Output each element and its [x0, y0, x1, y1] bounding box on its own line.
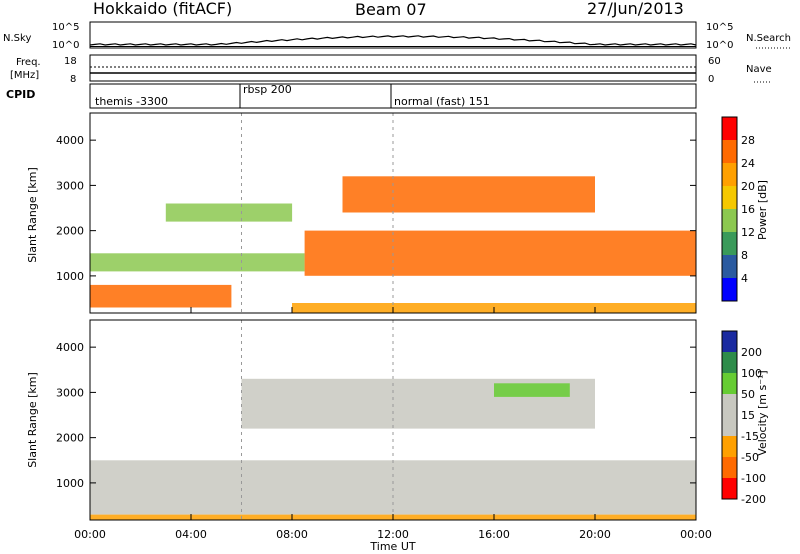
xtick-label: 16:00 — [478, 528, 510, 541]
nsearch-tick-bottom: 10^0 — [706, 40, 733, 51]
colorbar-tick: 28 — [741, 134, 755, 147]
heatmap-band — [165, 203, 293, 222]
freq-tick-bottom: 8 — [70, 74, 76, 85]
power-ylabel: Slant Range [km] — [26, 167, 39, 263]
power-colorbar: 28 24 20 16 12 8 4 — [721, 116, 755, 302]
colorbar-frame — [721, 116, 738, 302]
xtick-label: 20:00 — [579, 528, 611, 541]
colorbar-swatch — [722, 140, 737, 163]
ytick-label: 3000 — [56, 179, 84, 192]
colorbar-tick: -200 — [741, 493, 766, 506]
colorbar-tick: -100 — [741, 472, 766, 485]
nsky-trace — [89, 35, 697, 46]
colorbar-swatch — [722, 331, 737, 352]
colorbar-swatch — [722, 117, 737, 140]
freq-panel-frame — [89, 54, 697, 82]
velocity-colorbar-label: Velocity [m s⁻¹] — [756, 370, 769, 455]
nsearch-label: N.Search — [746, 33, 791, 44]
colorbar-swatch — [722, 352, 737, 373]
colorbar-tick: 4 — [741, 272, 748, 285]
colorbar-tick: -15 — [741, 430, 759, 443]
cpid-panel-frame — [89, 83, 697, 109]
cpid-segment-themis: themis -3300 — [95, 95, 168, 108]
heatmap-band — [90, 253, 305, 272]
power-marks — [90, 113, 696, 313]
colorbar-tick: 200 — [741, 346, 762, 359]
colorbar-tick: -50 — [741, 451, 759, 464]
ytick-label: 1000 — [56, 270, 84, 283]
colorbar-swatch — [722, 255, 737, 278]
colorbar-tick: 16 — [741, 203, 755, 216]
colorbar-swatch — [722, 232, 737, 255]
x-axis-ticks: 00:00 04:00 08:00 12:00 16:00 20:00 00:00 — [74, 307, 712, 541]
nave-tick-bottom: 0 — [708, 74, 714, 85]
heatmap-band — [494, 383, 570, 397]
power-colorbar-label: Power [dB] — [756, 180, 769, 240]
colorbar-tick: 20 — [741, 180, 755, 193]
xtick-label: 00:00 — [680, 528, 712, 541]
nsky-label: N.Sky — [3, 33, 31, 44]
colorbar-tick: 50 — [741, 388, 755, 401]
ytick-label: 4000 — [56, 134, 84, 147]
nsky-panel-frame — [89, 21, 697, 49]
nsky-tick-top: 10^5 — [52, 22, 79, 33]
station-title: Hokkaido (fitACF) — [93, 0, 232, 18]
colorbar-frame — [721, 330, 738, 500]
colorbar-tick: 100 — [741, 367, 762, 380]
freq-label: Freq. — [16, 57, 41, 68]
colorbar-swatch — [722, 394, 737, 415]
heatmap-band — [90, 284, 232, 308]
colorbar-swatch — [722, 278, 737, 301]
colorbar-swatch — [722, 186, 737, 209]
colorbar-tick: 24 — [741, 157, 755, 170]
nave-tick-top: 60 — [708, 56, 721, 67]
velocity-colorbar: 200 100 50 15 -15 -50 -100 -200 — [721, 330, 766, 506]
nave-label: Nave — [746, 64, 772, 75]
nsearch-tick-top: 10^5 — [706, 22, 733, 33]
velocity-marks — [90, 320, 696, 520]
cpid-segment-normal: normal (fast) 151 — [394, 95, 490, 108]
ytick-label: 2000 — [56, 432, 84, 445]
colorbar-swatch — [722, 373, 737, 394]
colorbar-swatch — [722, 436, 737, 457]
ytick-label: 1000 — [56, 477, 84, 490]
ytick-label: 3000 — [56, 386, 84, 399]
colorbar-swatch — [722, 163, 737, 186]
cpid-label: CPID — [6, 88, 35, 101]
xtick-label: 08:00 — [276, 528, 308, 541]
xtick-label: 00:00 — [74, 528, 106, 541]
power-panel — [89, 112, 697, 314]
freq-tick-top: 18 — [64, 56, 77, 67]
date-title: 27/Jun/2013 — [587, 0, 684, 18]
cpid-segment-rbsp: rbsp 200 — [243, 83, 292, 96]
heatmap-band — [304, 230, 696, 276]
velocity-panel — [89, 319, 697, 521]
heatmap-band — [342, 176, 595, 213]
y-axis-ticks: 4000 3000 2000 1000 4000 3000 2000 1000 — [56, 134, 696, 490]
xlabel: Time UT — [369, 540, 415, 553]
xtick-label: 04:00 — [175, 528, 207, 541]
ytick-label: 4000 — [56, 341, 84, 354]
colorbar-swatch — [722, 209, 737, 232]
colorbar-tick: 8 — [741, 249, 748, 262]
colorbar-tick: 12 — [741, 226, 755, 239]
xtick-label: 12:00 — [377, 528, 409, 541]
freq-unit-label: [MHz] — [10, 70, 39, 81]
colorbar-swatch — [722, 478, 737, 499]
ytick-label: 2000 — [56, 225, 84, 238]
colorbar-swatch — [722, 457, 737, 478]
colorbar-swatch — [722, 415, 737, 436]
nsky-tick-bottom: 10^0 — [52, 40, 79, 51]
colorbar-tick: 15 — [741, 409, 755, 422]
beam-title: Beam 07 — [355, 0, 427, 19]
velocity-ylabel: Slant Range [km] — [26, 372, 39, 468]
